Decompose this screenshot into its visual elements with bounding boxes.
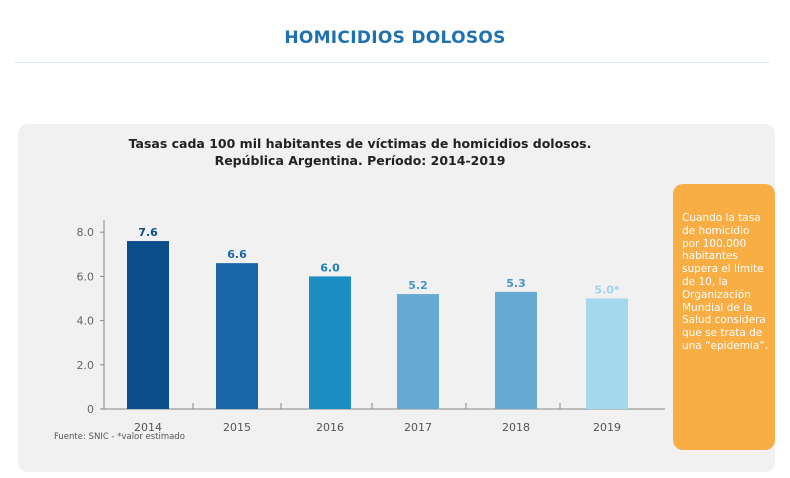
y-tick-label: 0 — [87, 403, 94, 416]
data-label: 5.3 — [506, 277, 526, 290]
x-tick-label: 2017 — [404, 421, 432, 434]
bar-2015 — [216, 263, 258, 409]
data-label: 7.6 — [138, 226, 158, 239]
chart-subtitle: República Argentina. Período: 2014-2019 — [214, 153, 506, 168]
source-note: Fuente: SNIC - *valor estimado — [54, 432, 185, 442]
bar-2017 — [397, 294, 439, 409]
data-label: 6.6 — [227, 248, 247, 261]
x-tick-label: 2015 — [223, 421, 251, 434]
data-label: 5.2 — [408, 279, 428, 292]
bar-2016 — [309, 276, 351, 409]
divider — [14, 62, 770, 63]
bar-2019 — [586, 298, 628, 409]
data-label: 5.0* — [594, 284, 619, 297]
callout-note: Cuando la tasa de homicidio por 100.000 … — [673, 184, 775, 450]
y-tick-label: 8.0 — [77, 226, 95, 239]
data-label: 6.0 — [320, 261, 340, 274]
x-tick-label: 2019 — [593, 421, 621, 434]
chart-title: Tasas cada 100 mil habitantes de víctima… — [100, 135, 620, 169]
y-tick-label: 4.0 — [77, 315, 95, 328]
y-tick-label: 6.0 — [77, 270, 95, 283]
chart-title-line1: Tasas cada 100 mil habitantes de víctima… — [128, 136, 592, 151]
bar-2018 — [495, 291, 537, 409]
x-tick-label: 2016 — [316, 421, 344, 434]
page-title: HOMICIDIOS DOLOSOS — [284, 28, 506, 48]
y-tick-label: 2.0 — [77, 359, 95, 372]
x-tick-label: 2018 — [502, 421, 530, 434]
x-tick-label: 2014 — [134, 421, 162, 434]
bar-2014 — [127, 241, 169, 409]
